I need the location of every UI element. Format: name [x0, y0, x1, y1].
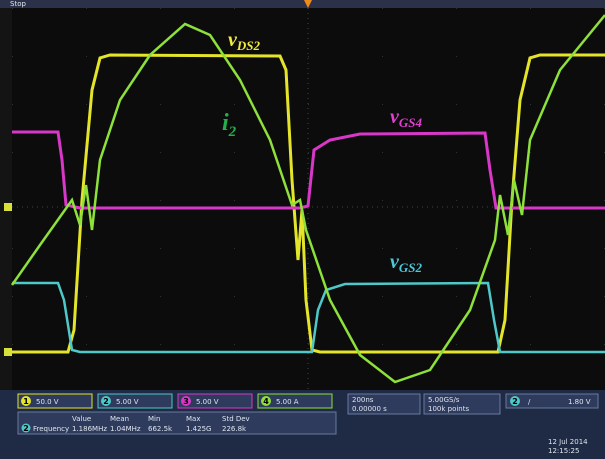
time: 12:15:25 [548, 447, 579, 455]
top-bar [0, 0, 605, 8]
channel-number: 1 [23, 397, 29, 406]
measurement-header: Min [148, 415, 160, 423]
trigger-channel: 2 [512, 397, 518, 406]
timebase-scale: 200ns [352, 396, 374, 404]
ch-marker [4, 348, 12, 356]
label-sub: GS4 [399, 115, 423, 130]
measurement-channel: 2 [23, 424, 29, 433]
measurement-header: Std Dev [222, 415, 250, 423]
timebase-delay: 0.00000 s [352, 405, 387, 413]
channel-scale: 5.00 A [276, 398, 299, 406]
label-sub: 2 [228, 124, 237, 140]
channel-number: 3 [183, 397, 189, 406]
measurement-value: 226.8k [222, 425, 247, 433]
measurement-value: 1.425G [186, 425, 211, 433]
channel-scale: 50.0 V [36, 398, 59, 406]
measurement-name: Frequency [33, 425, 69, 433]
scope-screen: Stop vDS2 i2 vGS4 vGS2 150.0 V25.00 V35.… [0, 0, 605, 459]
channel-number: 4 [263, 397, 269, 406]
measurement-header: Value [72, 415, 91, 423]
trigger-level: 1.80 V [568, 398, 591, 406]
measurement-value: 1.04MHz [110, 425, 141, 433]
record-length: 100k points [428, 405, 469, 413]
channel-number: 2 [103, 397, 109, 406]
measurement-header: Mean [110, 415, 129, 423]
measurement-header: Max [186, 415, 200, 423]
ch-marker [4, 203, 12, 211]
label-sub: GS2 [399, 260, 423, 275]
channel-scale: 5.00 V [196, 398, 219, 406]
measurement-value: 1.186MHz [72, 425, 107, 433]
run-state: Stop [10, 0, 26, 8]
date: 12 Jul 2014 [548, 438, 588, 446]
channel-scale: 5.00 V [116, 398, 139, 406]
measurement-value: 662.5k [148, 425, 173, 433]
label-sub: DS2 [236, 38, 261, 53]
sample-rate: 5.00GS/s [428, 396, 460, 404]
